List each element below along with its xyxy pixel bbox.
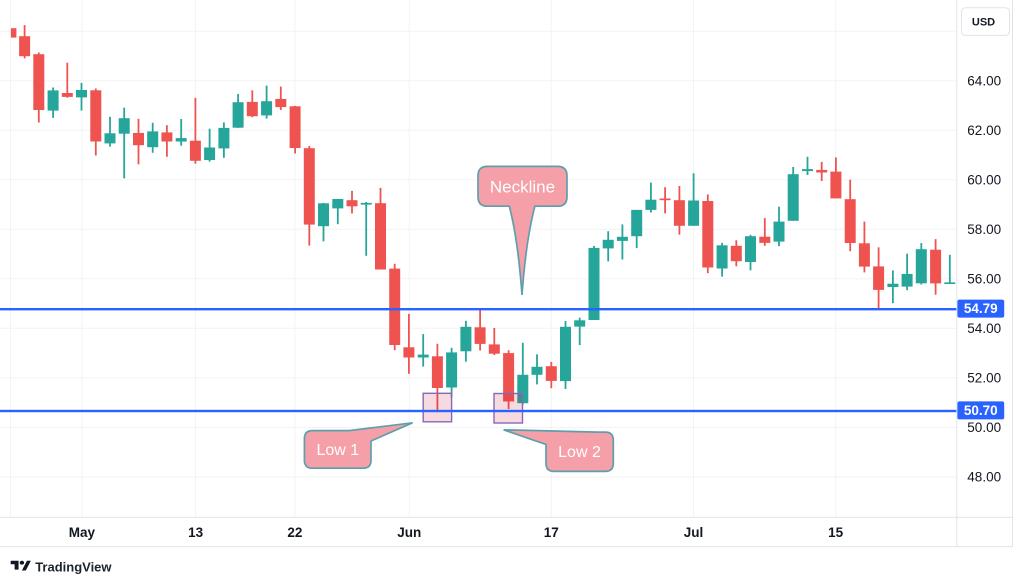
svg-text:52.00: 52.00 <box>967 371 1001 386</box>
svg-text:15: 15 <box>828 525 844 540</box>
svg-text:Jul: Jul <box>684 525 704 540</box>
svg-text:50.70: 50.70 <box>964 403 998 418</box>
svg-text:60.00: 60.00 <box>967 173 1001 188</box>
svg-text:13: 13 <box>188 525 204 540</box>
svg-text:54.00: 54.00 <box>967 321 1001 336</box>
svg-text:May: May <box>69 525 96 540</box>
svg-text:62.00: 62.00 <box>967 123 1001 138</box>
svg-text:17: 17 <box>544 525 559 540</box>
svg-text:USD: USD <box>972 17 995 29</box>
svg-text:Neckline: Neckline <box>490 178 555 197</box>
svg-text:48.00: 48.00 <box>967 470 1001 485</box>
svg-text:TradingView: TradingView <box>35 560 112 575</box>
svg-text:54.79: 54.79 <box>964 301 998 316</box>
svg-text:56.00: 56.00 <box>967 272 1001 287</box>
svg-text:Jun: Jun <box>397 525 421 540</box>
svg-text:58.00: 58.00 <box>967 222 1001 237</box>
svg-text:64.00: 64.00 <box>967 74 1001 89</box>
svg-text:Low 2: Low 2 <box>558 444 601 461</box>
svg-text:50.00: 50.00 <box>967 420 1001 435</box>
svg-text:22: 22 <box>287 525 302 540</box>
svg-text:Low 1: Low 1 <box>316 442 359 459</box>
